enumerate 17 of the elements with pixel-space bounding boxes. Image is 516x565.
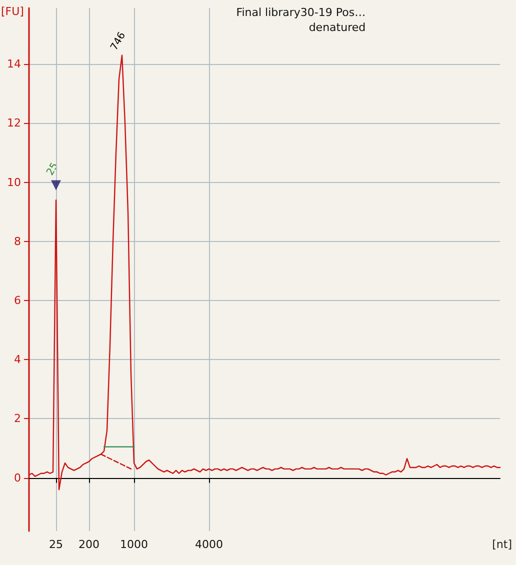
y-axis-title: [FU] (1, 5, 24, 18)
y-tick-label: 2 (14, 412, 21, 426)
y-tick-label: 6 (14, 294, 21, 308)
x-tick-label: 1000 (120, 538, 148, 551)
y-tick-label: 0 (14, 471, 21, 484)
text: denatured (308, 21, 366, 34)
x-axis-title: [nt] (492, 538, 512, 551)
line-series (100, 454, 132, 470)
chart-title: Final library30-19 Pos… (236, 6, 366, 19)
y-tick-label: 8 (14, 234, 21, 248)
x-tick-label: 200 (78, 538, 100, 551)
y-tick-label: 12 (7, 116, 21, 130)
x-tick-label: 4000 (195, 538, 223, 551)
y-tick-label: 14 (7, 58, 21, 71)
y-tick-label: 10 (7, 176, 21, 189)
x-tick-label: 25 (49, 538, 63, 551)
y-tick-label: 4 (14, 353, 21, 366)
